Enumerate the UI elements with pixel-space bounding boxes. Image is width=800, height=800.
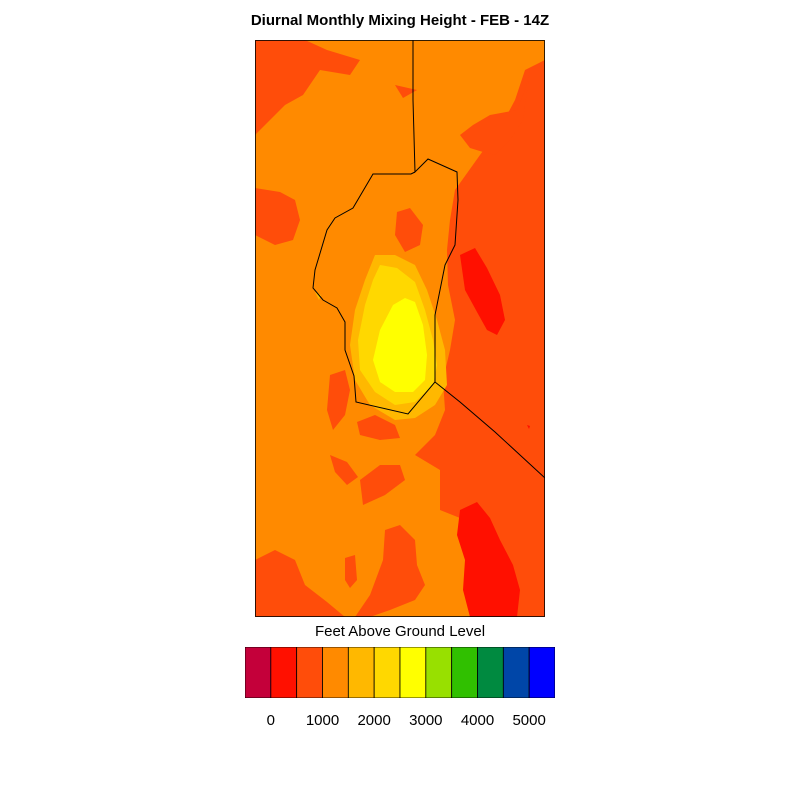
low-zone-sw (255, 550, 345, 617)
low-zone-small-5 (330, 455, 358, 485)
map-panel (255, 40, 545, 617)
lowest-zone-speck (527, 425, 530, 429)
boundary-lines (312, 40, 545, 479)
low-zone-small-1 (395, 208, 423, 252)
low-zone-ne (415, 60, 545, 617)
legend-swatch-8 (451, 647, 478, 698)
legend-title: Feet Above Ground Level (314, 623, 486, 640)
lowest-zone-group (457, 248, 530, 617)
legend-swatch-5 (373, 647, 401, 698)
legend-swatch-4 (347, 647, 375, 698)
low-zone-nw (255, 40, 360, 135)
high-zone (373, 298, 427, 392)
legend-swatch-2 (296, 647, 323, 698)
legend-swatch-1 (270, 647, 298, 698)
low-zone-small-2 (327, 370, 350, 430)
legend-swatch-10 (502, 647, 530, 698)
legend-tick-label: 3000 (409, 712, 443, 729)
map-border (255, 40, 545, 617)
legend-tick-label: 2000 (357, 712, 391, 729)
low-zone-small-7 (395, 85, 417, 98)
county-boundary (312, 40, 459, 415)
legend-swatch-3 (322, 647, 349, 698)
state-boundary-se (434, 381, 545, 479)
low-zone-small-4 (360, 465, 405, 505)
map-title: Diurnal Monthly Mixing Height - FEB - 14… (250, 12, 550, 29)
low-zone-group (255, 40, 545, 617)
lowest-zone-south (457, 502, 520, 617)
low-zone-w (255, 188, 300, 245)
low-zone-small-3 (357, 415, 400, 440)
legend-tick-label: 4000 (460, 712, 495, 729)
legend-swatch-9 (477, 647, 504, 698)
legend-swatch-0 (245, 647, 272, 698)
legend-tick-label: 5000 (512, 712, 546, 729)
legend-swatch-11 (528, 647, 555, 698)
low-zone-nne (460, 70, 530, 155)
legend-tick-label: 0 (266, 712, 275, 729)
high-zone-speck (315, 292, 321, 300)
legend-swatch-7 (425, 647, 453, 698)
lowest-zone-east (460, 248, 505, 335)
legend-swatch-6 (399, 647, 427, 698)
color-legend-bar (245, 647, 555, 698)
legend-tick-label: 1000 (305, 712, 340, 729)
low-zone-s (355, 525, 425, 617)
low-zone-small-6 (345, 555, 357, 588)
